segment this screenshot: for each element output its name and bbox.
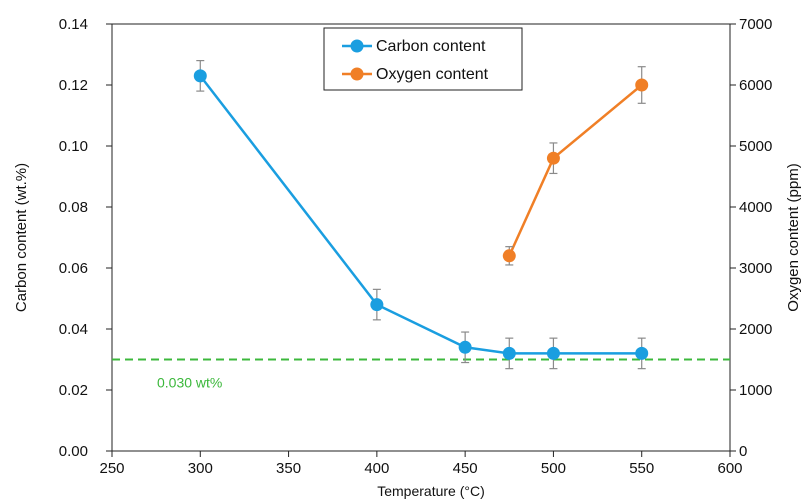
y2-tick-label: 5000 (739, 138, 772, 155)
reference-line-group: 0.030 wt% (112, 358, 730, 391)
data-point (635, 78, 649, 92)
x-tick-label: 600 (717, 460, 742, 477)
x-tick-label: 350 (276, 460, 301, 477)
y2-tick-label: 3000 (739, 260, 772, 277)
data-point (193, 69, 207, 83)
x-tick-label: 300 (188, 460, 213, 477)
data-point (370, 298, 384, 312)
y2-tick-label: 4000 (739, 199, 772, 216)
series-line (199, 75, 642, 355)
x-tick-label: 400 (364, 460, 389, 477)
y-tick-label: 0.04 (59, 321, 88, 338)
y-tick-label: 0.02 (59, 382, 88, 399)
legend-label: Carbon content (376, 38, 486, 55)
reference-line-label: 0.030 wt% (157, 375, 222, 391)
x-tick-label: 500 (541, 460, 566, 477)
y-tick-label: 0.10 (59, 138, 88, 155)
y-tick-label: 0.14 (59, 16, 88, 33)
x-tick-label: 450 (453, 460, 478, 477)
series-line (508, 84, 643, 257)
plot-frame (111, 23, 731, 452)
series-group (193, 59, 649, 370)
y2-tick-label: 1000 (739, 382, 772, 399)
y2-tick-label: 2000 (739, 321, 772, 338)
data-point (502, 249, 516, 263)
x-axis-title: Temperature (°C) (377, 483, 485, 499)
x-tick-label: 550 (629, 460, 654, 477)
y2-axis-title: Oxygen content (ppm) (785, 163, 802, 311)
y-axis-title: Carbon content (wt.%) (13, 163, 30, 312)
legend-label: Oxygen content (376, 66, 489, 83)
y2-tick-label: 7000 (739, 16, 772, 33)
legend: Carbon content Oxygen content (323, 27, 523, 91)
data-point (546, 346, 560, 360)
axes: 250 300 350 400 450 500 550 600 0.00 0.02 0.04 0.06… (13, 16, 802, 499)
y2-tick-label: 6000 (739, 77, 772, 94)
legend-swatch-marker (350, 39, 364, 53)
data-point (635, 346, 649, 360)
x-tick-label: 250 (99, 460, 124, 477)
legend-swatch-marker (350, 67, 364, 81)
y2-tick-label: 0 (739, 443, 747, 460)
data-point (458, 340, 472, 354)
y-tick-label: 0.08 (59, 199, 88, 216)
y-tick-label: 0.00 (59, 443, 88, 460)
data-point (502, 346, 516, 360)
data-point (546, 151, 560, 165)
y-tick-label: 0.12 (59, 77, 88, 94)
y-tick-label: 0.06 (59, 260, 88, 277)
